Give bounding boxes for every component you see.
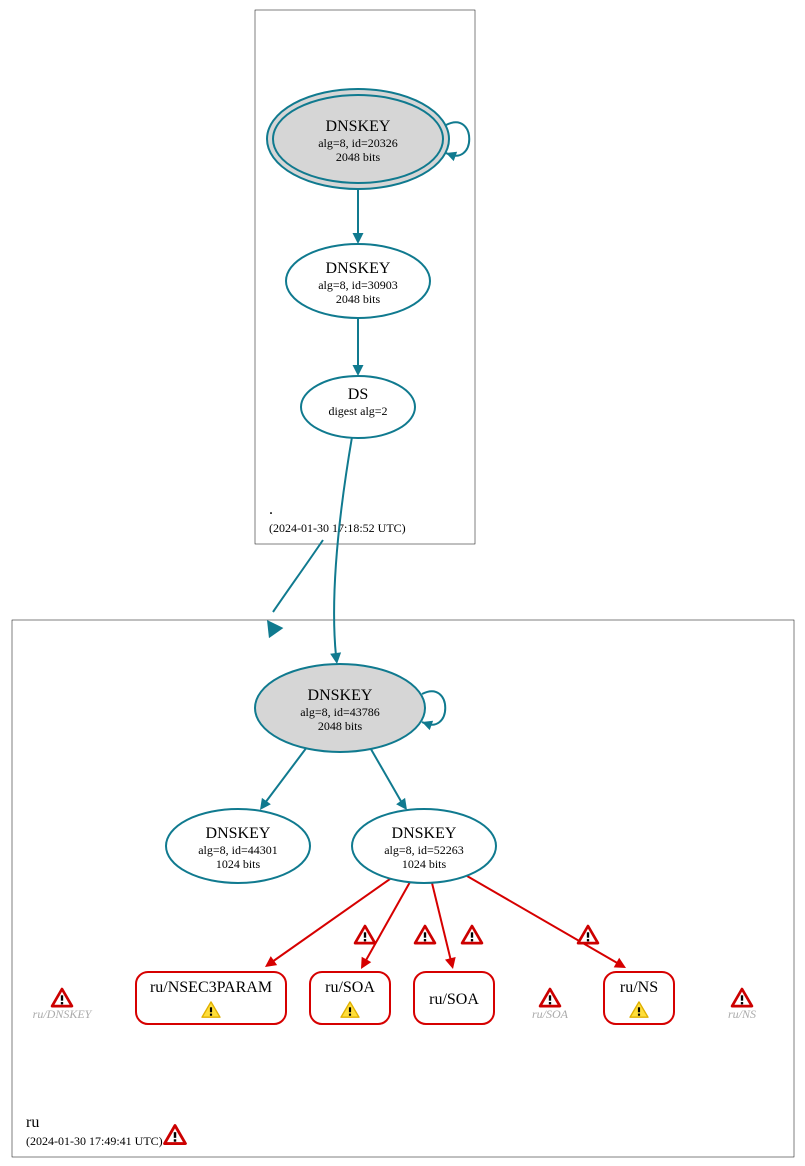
node-dnskey_44301[interactable]: DNSKEYalg=8, id=443011024 bits <box>166 809 310 883</box>
edge-error-icon-3 <box>578 926 598 943</box>
edge-red-3 <box>467 876 619 964</box>
node-dnskey_52263-title: DNSKEY <box>392 825 457 842</box>
node-dnskey_44301-title: DNSKEY <box>206 825 271 842</box>
node-dnskey_43786-sub2: 2048 bits <box>318 719 363 733</box>
ghost-dnskey-label: ru/DNSKEY <box>33 1007 93 1021</box>
node-dnskey_30903-sub1: alg=8, id=30903 <box>318 278 398 292</box>
edge-teal-3 <box>265 743 310 803</box>
node-dnskey_30903-title: DNSKEY <box>326 260 391 277</box>
node-ds-sub1: digest alg=2 <box>328 404 387 418</box>
zone-name-ru: ru <box>26 1114 39 1131</box>
edge-error-icon-0 <box>355 926 375 943</box>
node-dnskey_52263[interactable]: DNSKEYalg=8, id=522631024 bits <box>352 809 496 883</box>
rr-node-soa2[interactable]: ru/SOA <box>414 972 494 1024</box>
node-dnskey_20326-sub2: 2048 bits <box>336 150 381 164</box>
edge-zone-delegation <box>273 540 323 612</box>
zone-timestamp-root: (2024-01-30 17:18:52 UTC) <box>269 521 406 535</box>
node-dnskey_20326[interactable]: DNSKEYalg=8, id=203262048 bits <box>267 89 469 189</box>
rr-node-nsec3param-label: ru/NSEC3PARAM <box>150 979 272 996</box>
zone-name-root: . <box>269 501 273 518</box>
edge-error-icon-2 <box>462 926 482 943</box>
node-dnskey_20326-title: DNSKEY <box>326 118 391 135</box>
node-dnskey_44301-sub1: alg=8, id=44301 <box>198 843 278 857</box>
ghost-soa-label: ru/SOA <box>532 1007 569 1021</box>
edge-teal-4 <box>368 744 402 803</box>
rr-node-soa2-label: ru/SOA <box>429 991 479 1008</box>
node-dnskey_30903[interactable]: DNSKEYalg=8, id=309032048 bits <box>286 244 430 318</box>
ghost-dnskey-error-icon <box>52 989 72 1006</box>
node-dnskey_20326-sub1: alg=8, id=20326 <box>318 136 398 150</box>
node-dnskey_52263-sub1: alg=8, id=52263 <box>384 843 464 857</box>
ghost-ns-error-icon <box>732 989 752 1006</box>
node-dnskey_43786-title: DNSKEY <box>308 687 373 704</box>
node-ds[interactable]: DSdigest alg=2 <box>301 376 415 438</box>
edge-red-1 <box>365 882 410 962</box>
node-dnskey_43786-sub1: alg=8, id=43786 <box>300 705 380 719</box>
zone-ru-error-icon <box>165 1126 186 1144</box>
zone-timestamp-ru: (2024-01-30 17:49:41 UTC) <box>26 1134 163 1148</box>
node-dnskey_43786[interactable]: DNSKEYalg=8, id=437862048 bits <box>255 664 445 752</box>
ghost-ns-label: ru/NS <box>728 1007 756 1021</box>
node-dnskey_44301-sub2: 1024 bits <box>216 857 261 871</box>
node-ds-title: DS <box>348 386 368 403</box>
edge-teal-2 <box>334 437 352 656</box>
rr-node-soa1-label: ru/SOA <box>325 979 375 996</box>
ghost-soa-error-icon <box>540 989 560 1006</box>
rr-node-ns-label: ru/NS <box>620 979 658 996</box>
edge-red-2 <box>432 883 451 961</box>
node-dnskey_30903-sub2: 2048 bits <box>336 292 381 306</box>
edge-error-icon-1 <box>415 926 435 943</box>
node-dnskey_52263-sub2: 1024 bits <box>402 857 447 871</box>
